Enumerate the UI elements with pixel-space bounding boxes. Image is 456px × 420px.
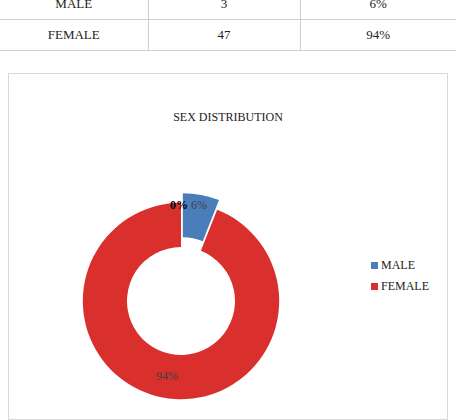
svg-text:94%: 94% xyxy=(156,369,178,383)
html-text:FEMALE: FEMALE xyxy=(47,27,100,42)
html-text:94%: 94% xyxy=(366,27,391,42)
svg-text:0%: 0% xyxy=(170,198,188,212)
html-text:FEMALE: FEMALE xyxy=(381,279,429,293)
html-text:MALE: MALE xyxy=(381,258,415,272)
svg-text:6%: 6% xyxy=(191,198,207,212)
html-text:47: 47 xyxy=(217,27,231,42)
svg-text:SEX DISTRIBUTION: SEX DISTRIBUTION xyxy=(173,110,283,124)
